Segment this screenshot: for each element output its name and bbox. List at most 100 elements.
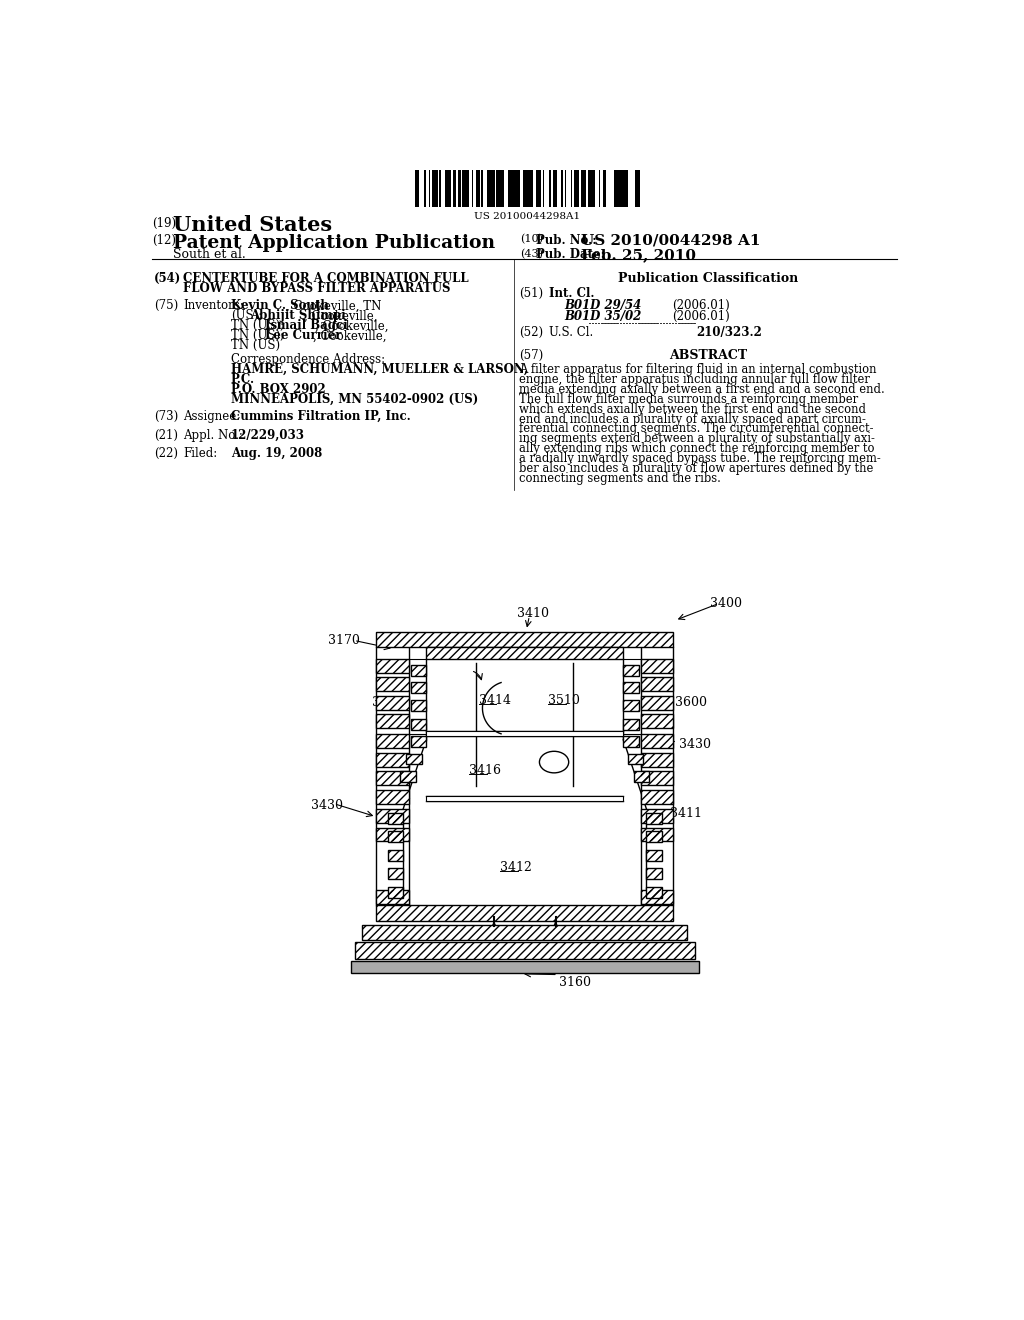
Bar xyxy=(588,170,590,207)
Bar xyxy=(376,890,409,904)
Text: 3410: 3410 xyxy=(517,607,549,619)
Text: Lee Currier: Lee Currier xyxy=(265,330,342,342)
Text: (19): (19) xyxy=(153,216,176,230)
Text: Kevin C. South: Kevin C. South xyxy=(230,300,329,313)
Bar xyxy=(641,890,674,904)
Text: Cummins Filtration IP, Inc.: Cummins Filtration IP, Inc. xyxy=(230,411,411,424)
Bar xyxy=(411,737,426,747)
Bar xyxy=(376,734,409,748)
Bar xyxy=(416,170,418,207)
Text: TN (US);: TN (US); xyxy=(230,319,284,333)
Bar xyxy=(641,677,674,692)
Text: 3414: 3414 xyxy=(478,694,511,708)
Bar xyxy=(376,632,674,647)
Text: ferential connecting segments. The circumferential connect-: ferential connecting segments. The circu… xyxy=(519,422,873,436)
Text: 210/323.2: 210/323.2 xyxy=(696,326,763,339)
Bar xyxy=(376,789,409,804)
Text: (2006.01): (2006.01) xyxy=(672,310,730,323)
Bar xyxy=(388,887,403,898)
Bar xyxy=(472,170,473,207)
Bar xyxy=(577,170,578,207)
Bar xyxy=(351,961,698,973)
Bar xyxy=(624,737,639,747)
Bar xyxy=(539,170,541,207)
Bar xyxy=(411,701,426,711)
Text: which extends axially between the first end and the second: which extends axially between the first … xyxy=(519,403,866,416)
Bar xyxy=(362,924,687,940)
Bar xyxy=(388,850,403,861)
Bar xyxy=(509,170,512,207)
Bar xyxy=(376,890,409,904)
Text: Correspondence Address:: Correspondence Address: xyxy=(230,354,385,366)
Bar xyxy=(426,647,624,659)
Bar xyxy=(529,170,531,207)
Bar xyxy=(638,170,640,207)
Bar xyxy=(624,737,639,747)
Bar xyxy=(388,813,403,824)
Bar xyxy=(624,682,639,693)
Text: ber also includes a plurality of flow apertures defined by the: ber also includes a plurality of flow ap… xyxy=(519,462,873,475)
Text: B01D 29/54: B01D 29/54 xyxy=(564,300,641,313)
Bar xyxy=(411,701,426,711)
Bar xyxy=(624,665,639,676)
Text: Publication Classification: Publication Classification xyxy=(617,272,798,285)
Text: Pub. Date:: Pub. Date: xyxy=(537,248,605,261)
Text: United States: United States xyxy=(173,215,332,235)
Bar xyxy=(641,771,674,785)
Bar xyxy=(376,659,409,673)
Bar xyxy=(411,665,426,676)
Text: ABSTRACT: ABSTRACT xyxy=(669,348,748,362)
Text: HAMRE, SCHUMANN, MUELLER & LARSON,: HAMRE, SCHUMANN, MUELLER & LARSON, xyxy=(230,363,527,376)
Bar xyxy=(388,850,403,861)
Text: (51): (51) xyxy=(519,286,544,300)
Text: 3430: 3430 xyxy=(679,738,711,751)
Text: media extending axially between a first end and a second end.: media extending axially between a first … xyxy=(519,383,885,396)
Bar xyxy=(641,828,674,841)
Bar xyxy=(449,170,451,207)
Text: (54): (54) xyxy=(154,272,181,285)
Bar xyxy=(376,752,409,767)
Bar xyxy=(439,170,441,207)
Bar xyxy=(388,832,403,842)
Bar xyxy=(624,682,639,693)
Bar xyxy=(599,170,600,207)
Bar xyxy=(646,850,662,861)
Bar xyxy=(624,701,639,711)
Bar xyxy=(411,665,426,676)
Bar xyxy=(376,677,409,692)
Bar xyxy=(376,906,674,921)
Bar xyxy=(616,170,617,207)
Text: 3160: 3160 xyxy=(559,977,592,989)
Bar xyxy=(627,170,628,207)
Bar xyxy=(376,734,409,748)
Bar xyxy=(388,869,403,879)
Bar xyxy=(624,719,639,730)
Text: 3600: 3600 xyxy=(675,696,707,709)
Bar xyxy=(426,647,624,659)
Bar xyxy=(604,170,605,207)
Bar xyxy=(407,754,422,764)
Text: (US);: (US); xyxy=(230,309,262,322)
Bar xyxy=(400,771,416,781)
Bar xyxy=(624,170,626,207)
Bar xyxy=(502,170,503,207)
Bar xyxy=(376,828,409,841)
Bar xyxy=(500,170,502,207)
Bar xyxy=(388,887,403,898)
Bar xyxy=(527,170,528,207)
Bar xyxy=(508,170,509,207)
Text: (10): (10) xyxy=(520,234,543,244)
Bar xyxy=(574,170,577,207)
Text: 3430: 3430 xyxy=(310,799,343,812)
Bar xyxy=(376,632,674,647)
Bar xyxy=(646,887,662,898)
Bar xyxy=(646,813,662,824)
Text: 12/229,033: 12/229,033 xyxy=(230,429,305,442)
Text: US 20100044298A1: US 20100044298A1 xyxy=(474,211,581,220)
Bar xyxy=(376,659,409,673)
Text: TN (US);: TN (US); xyxy=(230,330,284,342)
Text: Inventors:: Inventors: xyxy=(183,300,244,313)
Bar xyxy=(646,869,662,879)
Text: CENTERTUBE FOR A COMBINATION FULL: CENTERTUBE FOR A COMBINATION FULL xyxy=(183,272,469,285)
Bar xyxy=(514,170,516,207)
